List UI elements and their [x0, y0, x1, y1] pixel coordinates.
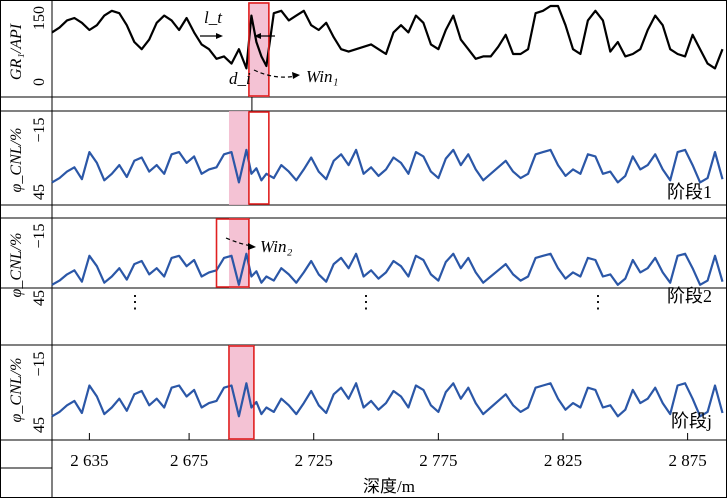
stage-label-2: 阶段2: [667, 286, 712, 306]
cnl2-ylabel: φ_CNL/%: [8, 233, 25, 298]
cnl2-panel: [0, 217, 727, 289]
win2-annotation: Win₂: [225, 237, 292, 256]
cnl1-window-box: [248, 111, 270, 205]
cnlj-window-box: [228, 345, 255, 440]
win2-label: Win₂: [260, 237, 292, 256]
lt-label: l_t: [204, 8, 223, 27]
ellipsis-right: ⋮: [589, 292, 607, 312]
cnl1-ytick-bottom: 45: [31, 184, 48, 200]
cnlj-ytick-bottom: 45: [31, 417, 48, 433]
cnl1-ylabel: φ_CNL/%: [8, 128, 25, 193]
lt-arrowhead-right: [254, 33, 261, 39]
win1-annotation: Win₁: [253, 67, 338, 86]
gr-panel: [0, 2, 727, 98]
x-tick-label: 2 875: [668, 451, 706, 470]
win2-arrow: [225, 237, 253, 247]
cnl2-window-box: [215, 218, 250, 288]
cnlj-panel: [0, 344, 727, 441]
gr-ylabel: GR₁/API: [8, 23, 25, 80]
cnl1-curve: [51, 148, 724, 184]
win1-arrow: [253, 69, 297, 78]
lt-annotation: l_t: [200, 8, 275, 39]
x-tick-label: 2 825: [544, 451, 582, 470]
di-label: d_i: [229, 69, 251, 88]
cnlj-ytick-top: −15: [31, 351, 48, 376]
cnl1-panel: [0, 110, 727, 206]
cnl2-curve: [51, 252, 724, 286]
x-tick-label: 2 725: [295, 451, 333, 470]
cnl1-ytick-top: −15: [31, 117, 48, 142]
stage-label-1: 阶段1: [667, 182, 712, 202]
x-tick-label: 2 635: [70, 451, 108, 470]
gr-ytick-bottom: 0: [31, 78, 48, 86]
cnlj-curve: [51, 382, 724, 418]
cnl1-highlight-window: [228, 111, 249, 205]
ellipsis-left: ⋮: [126, 292, 144, 312]
x-axis-label: 深度/m: [363, 477, 415, 496]
cnl2-highlight-window: [228, 218, 249, 288]
cnlj-ylabel: φ_CNL/%: [8, 358, 25, 423]
lt-arrowhead-left: [216, 33, 223, 39]
win2-arrowhead: [248, 243, 256, 250]
win1-arrowhead: [292, 72, 300, 79]
cnl2-ytick-bottom: 45: [31, 290, 48, 306]
stage-label-j: 阶段j: [671, 411, 712, 431]
x-tick-label: 2 675: [170, 451, 208, 470]
gr-curve: [51, 4, 724, 70]
gr-window-box: [248, 2, 270, 97]
ellipsis-middle: ⋮: [357, 292, 375, 312]
gr-ytick-top: 150: [31, 6, 48, 30]
win1-label: Win₁: [306, 67, 338, 86]
cnl2-ytick-top: −15: [31, 223, 48, 248]
x-tick-label: 2 775: [419, 451, 457, 470]
